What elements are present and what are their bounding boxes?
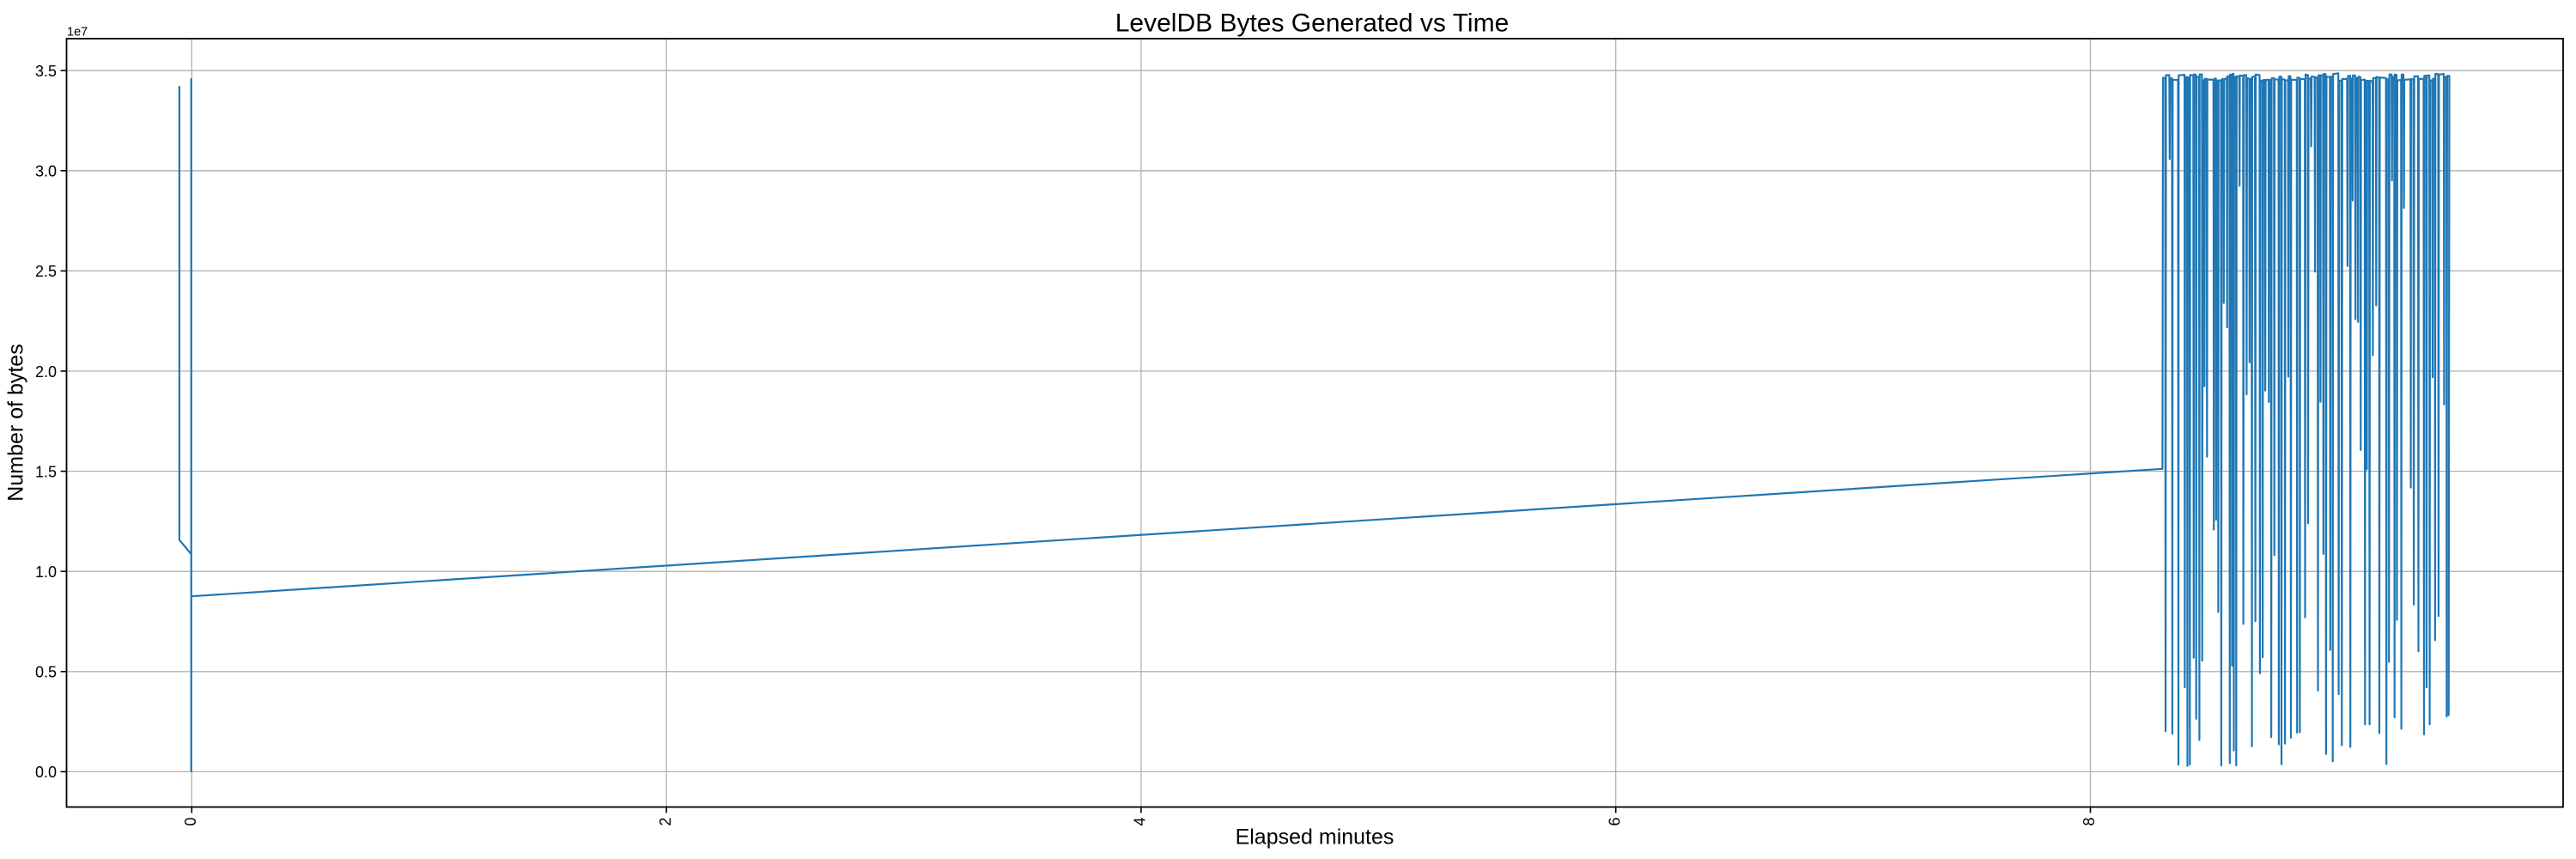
svg-text:2.5: 2.5 <box>35 263 57 280</box>
svg-text:Elapsed minutes: Elapsed minutes <box>1236 825 1394 849</box>
svg-text:LevelDB Bytes Generated vs Tim: LevelDB Bytes Generated vs Time <box>1115 9 1510 37</box>
svg-text:3.5: 3.5 <box>35 63 57 80</box>
svg-text:1.5: 1.5 <box>35 463 57 480</box>
svg-text:3.0: 3.0 <box>35 163 57 180</box>
svg-text:4: 4 <box>1132 818 1149 826</box>
svg-text:6: 6 <box>1606 818 1623 826</box>
svg-text:1e7: 1e7 <box>67 25 88 39</box>
svg-text:1.0: 1.0 <box>35 564 57 581</box>
svg-text:8: 8 <box>2081 818 2098 826</box>
svg-text:Number of bytes: Number of bytes <box>4 344 28 501</box>
svg-text:2.0: 2.0 <box>35 363 57 381</box>
svg-text:0.0: 0.0 <box>35 764 57 781</box>
svg-text:2: 2 <box>657 818 674 826</box>
svg-text:0.5: 0.5 <box>35 664 57 681</box>
svg-text:0: 0 <box>182 818 199 826</box>
